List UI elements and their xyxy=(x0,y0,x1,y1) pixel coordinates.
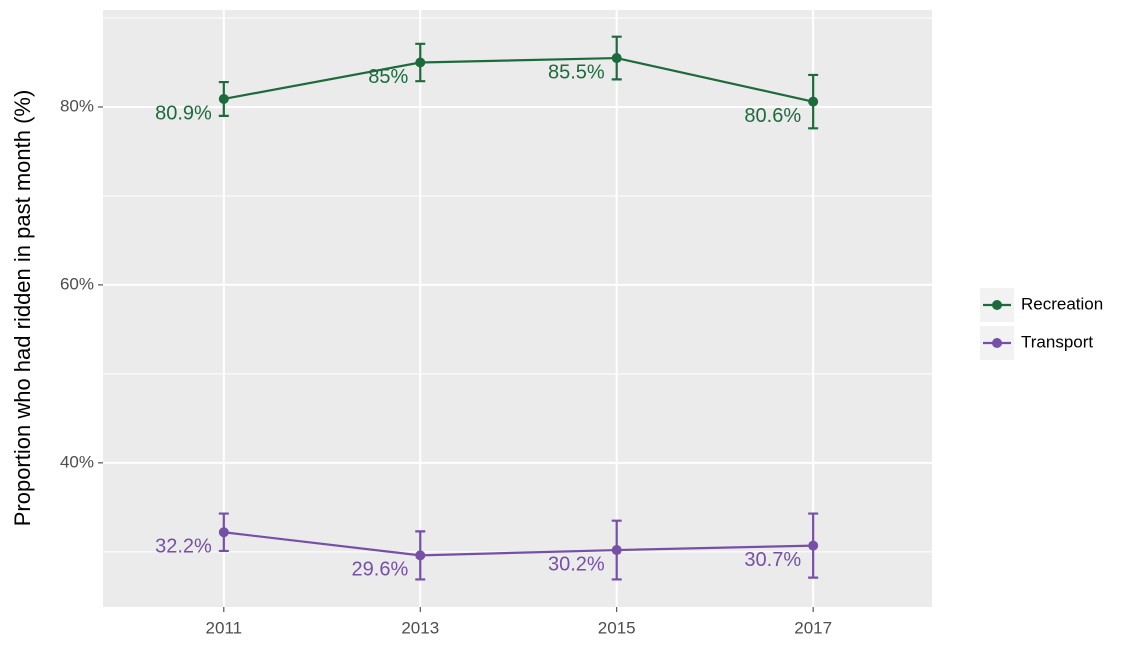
x-tick-label: 2013 xyxy=(401,618,439,637)
legend-point xyxy=(992,338,1002,348)
y-tick-label: 40% xyxy=(60,452,94,471)
point xyxy=(808,540,819,551)
series-line xyxy=(223,531,814,557)
value-label: 29.6% xyxy=(352,559,409,581)
value-label: 80.6% xyxy=(744,105,801,127)
point xyxy=(415,57,426,68)
x-tick-label: 2017 xyxy=(794,618,832,637)
x-tick-label: 2011 xyxy=(206,618,243,637)
point xyxy=(611,545,622,556)
plot-panel xyxy=(103,10,932,607)
value-label: 85% xyxy=(368,66,408,88)
value-label: 32.2% xyxy=(155,536,212,558)
y-tick-label: 80% xyxy=(60,96,94,115)
point xyxy=(808,96,819,107)
x-tick-label: 2015 xyxy=(598,618,636,637)
legend-label: Recreation xyxy=(1021,294,1103,313)
value-label: 30.2% xyxy=(548,553,605,575)
legend-point xyxy=(992,300,1002,310)
point xyxy=(218,93,229,104)
point xyxy=(415,550,426,561)
point xyxy=(611,53,622,64)
y-tick-label: 60% xyxy=(60,274,94,293)
value-label: 85.5% xyxy=(548,61,605,83)
y-axis-title: Proportion who had ridden in past month … xyxy=(10,90,35,527)
value-label: 80.9% xyxy=(155,102,212,124)
value-label: 30.7% xyxy=(744,549,801,571)
point xyxy=(218,527,229,538)
legend-label: Transport xyxy=(1021,332,1093,351)
series-line xyxy=(223,56,814,103)
